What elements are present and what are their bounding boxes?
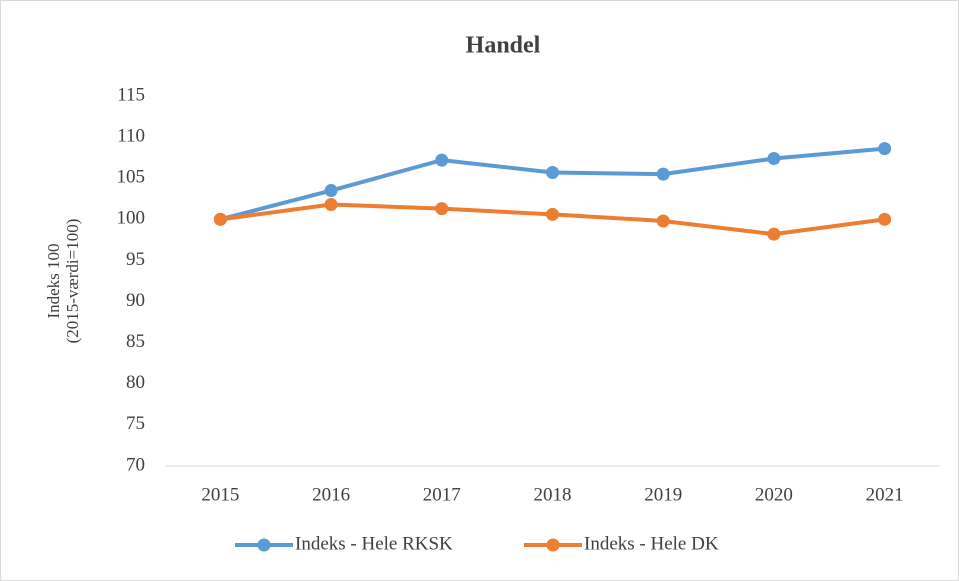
x-tick-label: 2020 [755, 484, 793, 505]
x-tick-label: 2017 [423, 484, 461, 505]
data-point [435, 202, 449, 216]
legend-marker [257, 538, 271, 552]
data-point [435, 153, 449, 167]
y-tick-label: 85 [126, 331, 145, 352]
y-axis-label-line: (2015-værdi=100) [63, 219, 82, 344]
y-tick-label: 70 [126, 454, 145, 475]
y-tick-label: 75 [126, 413, 145, 434]
y-tick-label: 95 [126, 249, 145, 270]
data-point [656, 214, 670, 228]
legend-label: Indeks - Hele RKSK [295, 533, 453, 554]
y-tick-label: 80 [126, 372, 145, 393]
y-tick-label: 110 [117, 125, 145, 146]
y-tick-label: 105 [117, 167, 146, 188]
y-tick-label: 115 [117, 84, 145, 105]
legend-label: Indeks - Hele DK [584, 533, 719, 554]
data-point [546, 165, 559, 179]
data-point [324, 198, 338, 212]
data-point [656, 167, 670, 181]
y-tick-label: 100 [117, 208, 146, 229]
x-tick-label: 2019 [644, 484, 682, 505]
data-point [213, 212, 227, 226]
data-point [878, 142, 892, 156]
data-point [324, 184, 338, 198]
x-tick-label: 2018 [534, 484, 572, 505]
x-tick-label: 2015 [201, 484, 239, 505]
data-point [546, 207, 559, 221]
x-tick-label: 2021 [866, 484, 904, 505]
data-point [878, 212, 892, 226]
y-axis-label: Indeks 100 (2015-værdi=100) [44, 219, 82, 344]
y-axis-label-line: Indeks 100 [44, 243, 63, 318]
data-point [767, 227, 781, 241]
data-point [767, 151, 781, 165]
x-tick-label: 2016 [312, 484, 350, 505]
chart-title: Handel [466, 33, 541, 59]
y-tick-label: 90 [126, 290, 145, 311]
legend-marker [546, 538, 560, 552]
